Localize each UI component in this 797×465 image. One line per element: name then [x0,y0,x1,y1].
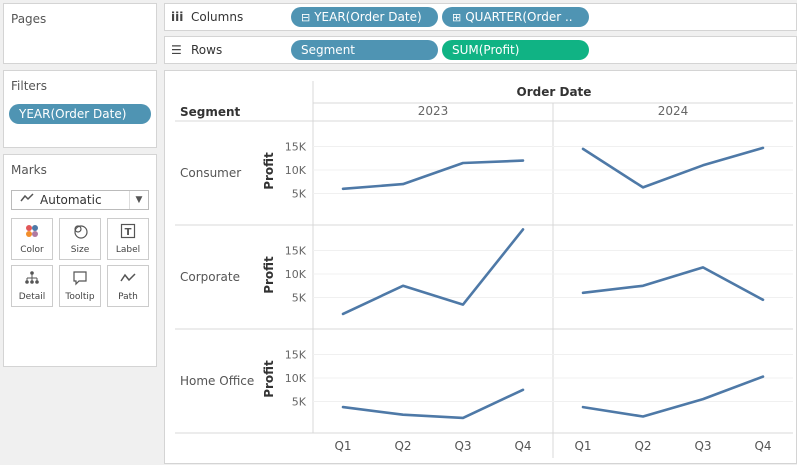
line-home-office-2024 [581,375,765,418]
path-label: Path [118,292,138,302]
y-tick-label: 10K [285,372,307,385]
x-tick-label: Q1 [574,439,591,453]
rows-pill-label: SUM(Profit) [452,43,520,57]
line-consumer-2023 [341,159,525,191]
y-axis-label: Profit [262,360,276,398]
y-axis-label: Profit [262,152,276,190]
rows-shelf-label: ☰ Rows [171,43,223,57]
mark-type-label: Automatic [40,193,102,207]
x-tick-label: Q3 [454,439,471,453]
line-chart-icon [20,191,34,210]
filter-pill-year-order-date[interactable]: YEAR(Order Date) [9,104,151,124]
path-button[interactable]: Path [107,265,149,307]
label-button[interactable]: T Label [107,218,149,260]
marks-card: Marks Automatic ▼ Color Size T [3,154,157,367]
mark-type-dropdown[interactable]: Automatic ▼ [11,190,149,210]
color-dots-icon [12,223,52,243]
filters-shelf[interactable]: Filters YEAR(Order Date) [3,70,157,148]
chevron-down-icon[interactable]: ▼ [129,191,148,209]
size-button[interactable]: Size [59,218,101,260]
rows-pill-label: Segment [301,43,355,57]
line-corporate-2023 [341,228,525,316]
size-circles-icon [60,223,100,243]
x-tick-label: Q4 [754,439,771,453]
pages-shelf[interactable]: Pages [3,3,157,64]
segment-label: Home Office [180,374,254,388]
columns-pill-label: QUARTER(Order .. [465,10,573,24]
columns-pill-quarter-order-date[interactable]: ⊞ QUARTER(Order .. [442,7,589,27]
line-chart[interactable]: Order Date Segment 2023 2024 Consumer Profit 5… [165,71,797,465]
x-tick-label: Q3 [694,439,711,453]
y-tick-label: 10K [285,268,307,281]
x-tick-label: Q4 [514,439,531,453]
y-tick-label: 15K [285,245,307,258]
columns-pill-label: YEAR(Order Date) [314,10,422,24]
text-label-icon: T [108,223,148,243]
path-line-icon [108,270,148,290]
speech-bubble-icon [60,270,100,290]
row-header-segment: Segment [180,105,241,119]
color-button[interactable]: Color [11,218,53,260]
segment-label: Corporate [180,270,240,284]
x-tick-label: Q1 [334,439,351,453]
color-label: Color [20,245,44,255]
tooltip-label: Tooltip [65,292,95,302]
y-tick-label: 10K [285,164,307,177]
columns-pill-year-order-date[interactable]: ⊟ YEAR(Order Date) [291,7,438,27]
size-label: Size [70,245,90,255]
y-tick-label: 15K [285,349,307,362]
detail-tree-icon [12,270,52,290]
svg-text:T: T [125,227,132,238]
collapse-minus-icon[interactable]: ⊟ [301,11,311,24]
line-consumer-2024 [581,146,765,189]
detail-label: Detail [18,292,46,302]
rows-pill-sum-profit[interactable]: SUM(Profit) [442,40,589,60]
tooltip-button[interactable]: Tooltip [59,265,101,307]
x-tick-label: Q2 [634,439,651,453]
segment-label: Consumer [180,166,241,180]
y-axis-label: Profit [262,256,276,294]
columns-icon: iii [171,10,184,24]
label-label: Label [115,245,141,255]
pages-title: Pages [11,12,47,26]
column-header-order-date: Order Date [517,85,592,99]
y-tick-label: 5K [292,188,307,201]
rows-icon: ☰ [171,43,182,57]
marks-title: Marks [11,163,47,177]
year-header: 2024 [658,104,689,118]
columns-shelf-label: iii Columns [171,10,244,24]
expand-plus-icon[interactable]: ⊞ [452,11,462,24]
line-corporate-2024 [581,266,765,302]
filters-title: Filters [11,79,47,93]
filter-pill-label: YEAR(Order Date) [19,107,127,121]
year-header: 2023 [418,104,449,118]
rows-shelf[interactable]: ☰ Rows Segment SUM(Profit) [164,36,797,64]
detail-button[interactable]: Detail [11,265,53,307]
line-home-office-2023 [341,388,525,420]
x-tick-label: Q2 [394,439,411,453]
y-tick-label: 5K [292,396,307,409]
y-tick-label: 15K [285,141,307,154]
y-tick-label: 5K [292,292,307,305]
rows-pill-segment[interactable]: Segment [291,40,438,60]
columns-shelf[interactable]: iii Columns ⊟ YEAR(Order Date) ⊞ QUARTER(Or… [164,3,797,31]
viz-canvas[interactable]: Order Date Segment 2023 2024 Consumer Profit 5… [164,70,797,464]
